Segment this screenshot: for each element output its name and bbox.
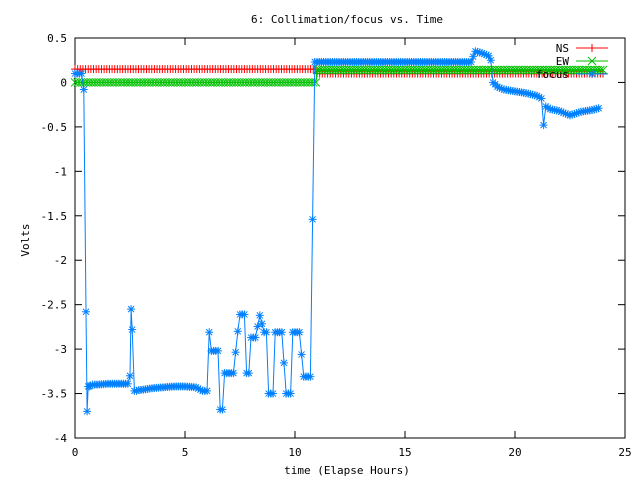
data-point-focus [79,85,88,94]
data-point-focus [537,94,546,103]
y-tick-label: -0.5 [41,121,68,134]
data-point-focus [295,328,304,337]
y-tick-label: -1 [54,165,67,178]
data-point-focus [205,328,214,337]
data-point-focus [539,121,548,130]
series-focus [71,47,603,416]
x-tick-label: 20 [508,446,521,459]
data-point-focus [229,369,238,378]
data-point-focus [214,346,222,355]
data-point-focus [255,311,264,320]
legend-label-EW: EW [556,55,570,68]
y-tick-label: -2 [54,254,67,267]
x-tick-label: 0 [72,446,79,459]
y-axis-label: Volts [19,223,32,256]
x-tick-label: 25 [618,446,631,459]
data-point-focus [297,350,306,359]
data-point-focus [277,328,286,337]
y-tick-label: 0 [60,76,67,89]
x-tick-label: 5 [182,446,189,459]
data-point-focus [308,215,317,224]
data-point-focus [258,319,266,328]
data-point-EW [598,65,608,75]
data-point-focus [262,328,271,337]
series-layer [70,47,608,416]
x-axis-label: time (Elapse Hours) [284,464,410,477]
legend-label-focus: focus [536,68,569,81]
data-point-focus [203,386,211,395]
x-tick-label: 15 [398,446,411,459]
y-tick-label: -2.5 [41,299,68,312]
y-tick-label: -1.5 [41,210,68,223]
data-point-focus [251,333,260,342]
plot-frame [74,37,626,439]
series-EW [70,65,608,87]
data-point-focus [82,307,90,316]
data-point-focus [486,56,495,65]
data-point-focus [253,322,262,331]
data-point-focus [535,93,544,102]
axis-ticks: 0 5 10 15 20 25 0.5 0 -0.5 -1 -1.5 -2 -2.5 -3 -3.5 -4 [41,32,632,459]
data-point-focus [269,389,277,398]
series-line-focus [75,50,599,412]
legend-marker-EW [587,56,597,66]
data-point-focus [127,305,136,314]
legend-label-NS: NS [556,42,569,55]
data-point-focus [286,389,295,398]
data-point-focus [306,372,315,381]
data-point-focus [244,369,253,378]
data-point-EW [308,78,318,87]
data-point-focus [77,69,86,78]
data-point-focus [280,358,288,367]
x-tick-label: 10 [288,446,301,459]
chart-title: 6: Collimation/focus vs. Time [251,13,443,26]
y-tick-label: -3.5 [41,388,68,401]
data-point-focus [128,325,137,334]
data-point-focus [218,405,227,414]
y-tick-label: 0.5 [47,32,67,45]
data-point-focus [233,327,242,336]
data-point-focus [240,310,249,319]
data-point-EW [595,65,605,75]
data-point-focus [594,104,603,113]
legend-marker-NS [588,44,596,52]
data-point-focus [231,348,240,357]
data-point-focus [123,379,132,388]
y-tick-label: -4 [54,432,68,445]
data-point-focus [126,371,134,380]
y-tick-label: -3 [54,343,67,356]
legend-marker-focus [588,70,596,78]
data-point-EW [311,78,321,87]
data-point-focus [83,407,92,416]
